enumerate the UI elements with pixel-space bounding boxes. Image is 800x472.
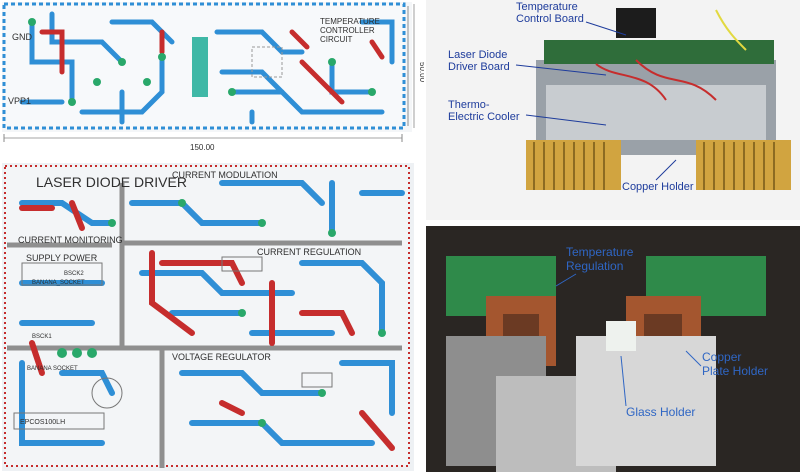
laser-diode-driver-pcb: LASER DIODE DRIVER CURRENT MODULATION CU… <box>2 163 414 471</box>
supply-power-label: SUPPLY POWER <box>26 253 98 263</box>
driver-title: LASER DIODE DRIVER <box>36 174 187 190</box>
banana-socket2-label: BANANA SOCKET <box>27 366 78 372</box>
temperature-controller-pcb: GND VPP1 TEMPERATURE CONTROLLER CIRCUIT <box>2 2 412 132</box>
callout-thermo-line1: Thermo- <box>448 99 490 111</box>
callout-temp-line1: Temperature <box>516 1 578 13</box>
callout-copper: Copper Holder <box>622 181 694 193</box>
callout-thermo-line2: Electric Cooler <box>448 111 520 123</box>
callout-regulation-line1: Temperature <box>566 245 634 259</box>
pcb-title-line2: CONTROLLER <box>320 26 375 35</box>
current-regulation-label: CURRENT REGULATION <box>257 247 361 257</box>
voltage-regulator-label: VOLTAGE REGULATOR <box>172 352 271 362</box>
gnd-label: GND <box>12 32 33 42</box>
height-value: 50.00 <box>418 62 424 83</box>
epcos-label: EPCOS100LH <box>20 419 65 426</box>
width-dimension: 150.00 <box>3 134 403 152</box>
callout-temp-line2: Control Board <box>516 13 584 25</box>
bsck2-label: BSCK2 <box>64 271 84 277</box>
bsck1-label: BSCK1 <box>32 334 52 340</box>
holder-assembly-illustration: Temperature Regulation Copper Plate Hold… <box>426 226 800 472</box>
assembled-device-photo: Temperature Control Board Laser Diode Dr… <box>426 0 800 220</box>
temperature-pcb-layout: GND VPP1 TEMPERATURE CONTROLLER CIRCUIT <box>2 2 409 130</box>
holder-assembly-photo: Temperature Regulation Copper Plate Hold… <box>426 226 800 472</box>
pcb-title-line3: CIRCUIT <box>320 35 353 44</box>
callout-regulation-line2: Regulation <box>566 259 623 273</box>
callout-copper2-line1: Copper <box>702 350 741 364</box>
height-dimension: 50.00 <box>413 4 424 128</box>
current-monitoring-label: CURRENT MONITORING <box>18 235 123 245</box>
callout-copper2-line2: Plate Holder <box>702 364 768 378</box>
banana-socket-label: BANANA_SOCKET <box>32 280 85 286</box>
callout-laser-line2: Driver Board <box>448 61 510 73</box>
assembled-device-illustration: Temperature Control Board Laser Diode Dr… <box>448 1 791 193</box>
callout-laser-line1: Laser Diode <box>448 49 507 61</box>
ic-chip <box>192 37 208 97</box>
vpp1-label: VPP1 <box>8 96 31 106</box>
laser-pcb-layout: LASER DIODE DRIVER CURRENT MODULATION CU… <box>4 165 410 468</box>
pcb-title-line1: TEMPERATURE <box>320 17 380 26</box>
current-modulation-label: CURRENT MODULATION <box>172 170 278 180</box>
callout-glass: Glass Holder <box>626 405 695 419</box>
width-value: 150.00 <box>190 143 215 152</box>
